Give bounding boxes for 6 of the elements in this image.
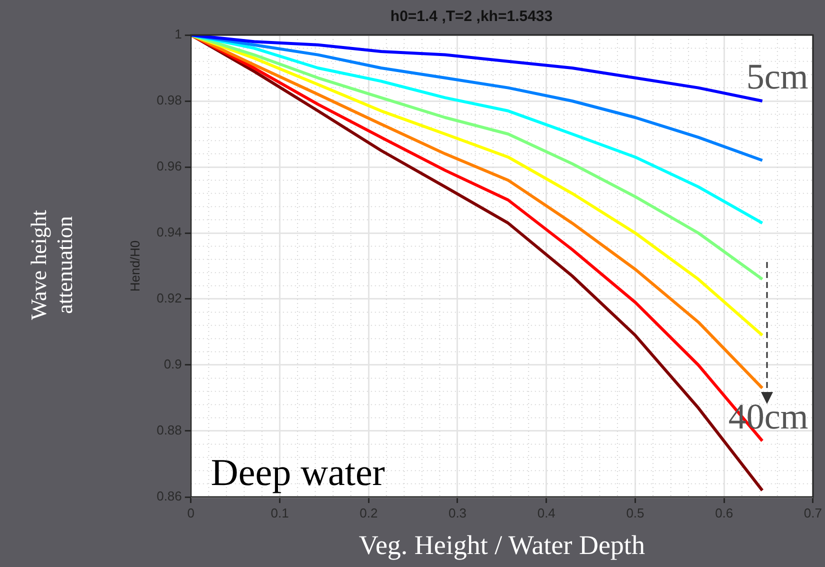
text: Wave height attenuation [26,210,78,320]
annotation: Deep water [210,452,386,494]
y-axis-title: Hend/H0 [127,240,142,292]
annotation: 5cm [746,56,808,96]
chart-title: h0=1.4 ,T=2 ,kh=1.5433 [390,8,553,26]
x-axis-title: Veg. Height / Water Depth [358,530,646,560]
